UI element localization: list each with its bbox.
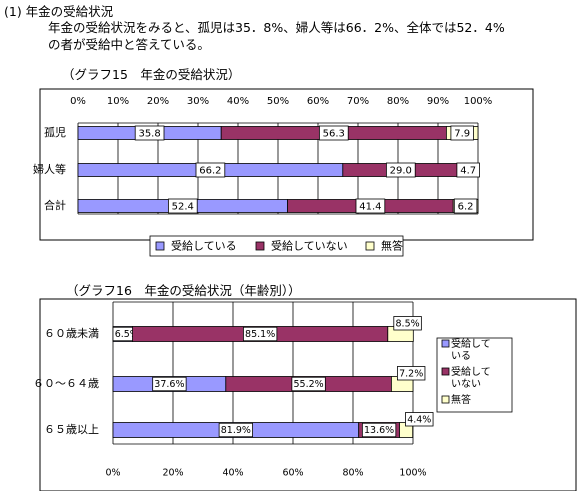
chart2-data-label-box: [152, 376, 187, 392]
chart2-legend-label: 受給して: [451, 365, 491, 378]
chart2-category-label: ６０～６４歳: [33, 377, 99, 390]
chart2-legend-swatch: [441, 367, 450, 376]
chart2-data-label: 4.4%: [407, 414, 431, 425]
chart1-category-label: 合計: [44, 198, 66, 212]
chart2-tick-label: 80%: [342, 468, 363, 479]
paragraph-line-2: の者が受給中と答えている。: [48, 37, 210, 52]
section-heading: (1) 年金の受給状況: [4, 4, 114, 19]
chart2-data-label-box: [405, 412, 434, 427]
chart2-data-label: 7.2%: [399, 368, 423, 379]
chart1-data-label: 52.4: [172, 202, 194, 213]
chart2-data-label-box: [243, 326, 278, 342]
chart1-legend-swatch: [155, 241, 165, 251]
chart1-data-label-box: [385, 162, 416, 178]
chart2-data-label: 13.6%: [364, 425, 394, 436]
chart1-tick-label: 100%: [464, 96, 493, 107]
chart1-data-label-box: [453, 198, 478, 214]
chart2-data-label: 81.9%: [221, 425, 251, 436]
chart1-data-label-box: [195, 162, 226, 178]
chart2-title: （グラフ16 年金の受給状況（年齢別））: [66, 283, 301, 298]
chart2-tick-label: 40%: [222, 468, 243, 479]
chart2-data-label: 55.2%: [294, 379, 324, 390]
chart1-tick-label: 30%: [187, 96, 209, 107]
chart1-tick-label: 70%: [347, 96, 369, 107]
chart1-data-label-box: [318, 125, 349, 141]
chart2-tick-label: 60%: [282, 468, 303, 479]
chart1-legend-label: 受給していない: [271, 239, 348, 253]
chart2-data-label-box: [393, 316, 422, 331]
chart1-legend-swatch: [365, 241, 375, 251]
chart1-tick-label: 0%: [70, 96, 86, 107]
chart2-data-label-box: [361, 422, 397, 438]
chart1-data-label-box: [456, 162, 480, 178]
chart2-legend-label: 受給して: [451, 337, 491, 350]
chart2-data-label: 6.5%: [115, 329, 139, 340]
chart1-tick-label: 60%: [307, 96, 329, 107]
chart2-legend-swatch: [441, 339, 450, 348]
chart1-tick-label: 20%: [147, 96, 169, 107]
chart1-data-label-box: [355, 198, 386, 214]
chart2-data-label-box: [291, 376, 326, 392]
chart2-data-label-box: [218, 422, 253, 438]
chart1-legend-label: 受給している: [171, 239, 237, 253]
chart1-legend-label: 無答: [381, 239, 403, 253]
chart1-title: （グラフ15 年金の受給状況）: [62, 67, 241, 82]
chart2-category-label: ６５歳以上: [44, 423, 99, 436]
chart1-tick-label: 50%: [267, 96, 289, 107]
chart1-data-label-box: [167, 198, 198, 214]
chart2-legend-label: 無答: [451, 393, 471, 406]
chart1-legend-box: [149, 235, 404, 257]
chart1-tick-label: 40%: [227, 96, 249, 107]
chart2-legend-label: いる: [451, 350, 471, 362]
chart2-tick-label: 100%: [399, 468, 426, 479]
chart1-data-label: 7.9: [454, 129, 470, 140]
chart1-category-label: 婦人等: [33, 162, 66, 176]
chart1-data-label: 6.2: [458, 202, 474, 213]
chart1-data-label: 41.4: [359, 202, 381, 213]
chart2-tick-label: 0%: [105, 468, 120, 479]
chart1-tick-label: 90%: [427, 96, 449, 107]
chart1-data-label: 56.3: [323, 129, 345, 140]
chart2-category-label: ６０歳未満: [44, 327, 99, 340]
chart2-legend-label: いない: [451, 378, 481, 390]
chart1-tick-label: 10%: [107, 96, 129, 107]
chart1-data-label-box: [134, 125, 165, 141]
chart1-legend-swatch: [255, 241, 265, 251]
chart1-data-label: 29.0: [390, 166, 412, 177]
chart2-tick-label: 20%: [162, 468, 183, 479]
chart2-data-label: 8.5%: [396, 318, 420, 329]
chart1-category-label: 孤児: [44, 126, 66, 139]
paragraph-line-1: 年金の受給状況をみると、孤児は35．8%、婦人等は66．2%、全体では52．4%: [48, 20, 505, 35]
chart2-legend-box: [436, 337, 513, 413]
chart1-data-label: 66.2: [199, 166, 221, 177]
chart2-data-label-box: [396, 366, 426, 381]
chart1-data-label-box: [450, 125, 474, 141]
chart2-data-label: 37.6%: [154, 379, 184, 390]
chart1-tick-label: 80%: [387, 96, 409, 107]
chart1-data-label: 4.7: [460, 166, 476, 177]
chart1-data-label: 35.8: [138, 129, 160, 140]
chart2-data-label: 85.1%: [245, 329, 275, 340]
chart2-legend-swatch: [441, 395, 450, 404]
